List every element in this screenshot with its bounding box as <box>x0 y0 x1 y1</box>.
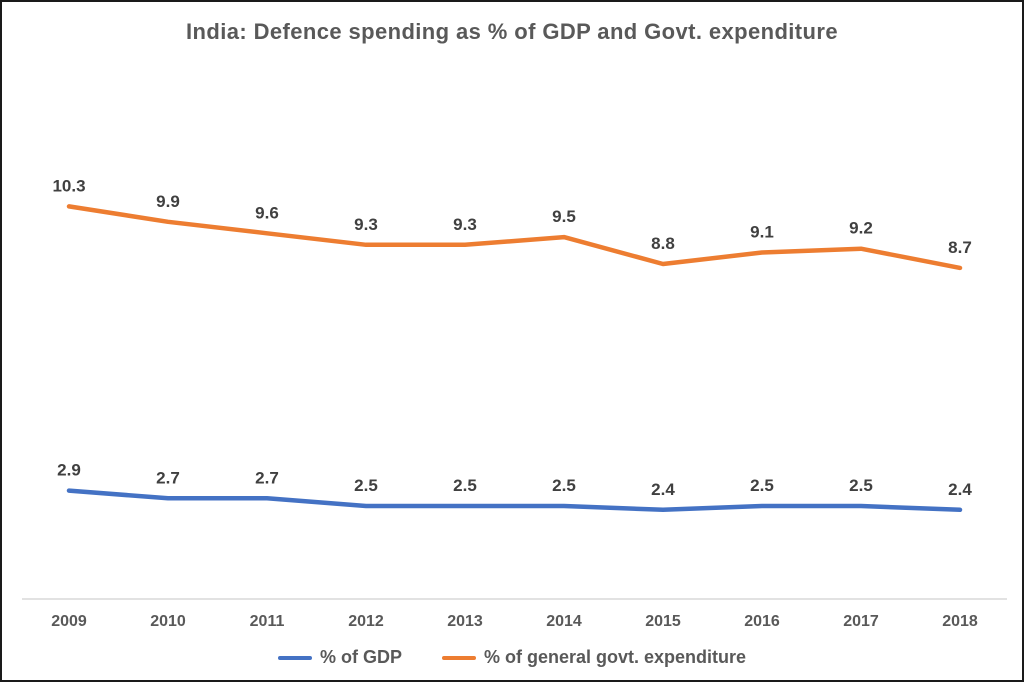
x-axis-label: 2015 <box>645 613 681 630</box>
chart-legend: % of GDP % of general govt. expenditure <box>2 647 1022 668</box>
data-label: 9.1 <box>750 223 774 242</box>
data-label: 2.4 <box>948 480 972 499</box>
data-label: 2.5 <box>552 476 576 495</box>
data-label: 8.8 <box>651 234 675 253</box>
series-line <box>66 488 963 513</box>
x-axis-label: 2012 <box>348 613 384 630</box>
data-label: 9.3 <box>354 215 378 234</box>
data-label: 9.5 <box>552 207 576 226</box>
gdp-line-swatch <box>277 655 312 660</box>
data-label: 2.5 <box>750 476 774 495</box>
series-line <box>66 204 963 271</box>
data-label: 2.5 <box>849 476 873 495</box>
x-axis-label: 2010 <box>150 613 186 630</box>
data-label: 8.7 <box>948 238 972 257</box>
x-axis-label: 2014 <box>546 613 582 630</box>
x-axis-label: 2017 <box>843 613 879 630</box>
data-label: 2.7 <box>156 468 180 487</box>
legend-item-gdp: % of GDP <box>277 647 402 668</box>
data-label: 2.4 <box>651 480 675 499</box>
data-label: 2.7 <box>255 468 279 487</box>
x-axis-label: 2009 <box>51 613 87 630</box>
data-label: 2.5 <box>453 476 477 495</box>
data-label: 9.2 <box>849 219 873 238</box>
data-label: 9.9 <box>156 192 180 211</box>
chart-title: India: Defence spending as % of GDP and … <box>186 19 838 44</box>
data-label: 2.5 <box>354 476 378 495</box>
data-label: 2.9 <box>57 461 81 480</box>
data-label: 10.3 <box>52 176 85 195</box>
data-label: 9.3 <box>453 215 477 234</box>
legend-label-gdp: % of GDP <box>319 647 402 667</box>
legend-item-govt-expenditure: % of general govt. expenditure <box>441 647 747 668</box>
data-label: 9.6 <box>255 203 279 222</box>
x-axis-label: 2016 <box>744 613 780 630</box>
govt-expenditure-line-swatch <box>441 655 476 660</box>
x-axis-label: 2018 <box>942 613 978 630</box>
legend-label-govt-expenditure: % of general govt. expenditure <box>483 647 747 667</box>
x-axis-label: 2013 <box>447 613 483 630</box>
x-axis-label: 2011 <box>250 613 285 630</box>
